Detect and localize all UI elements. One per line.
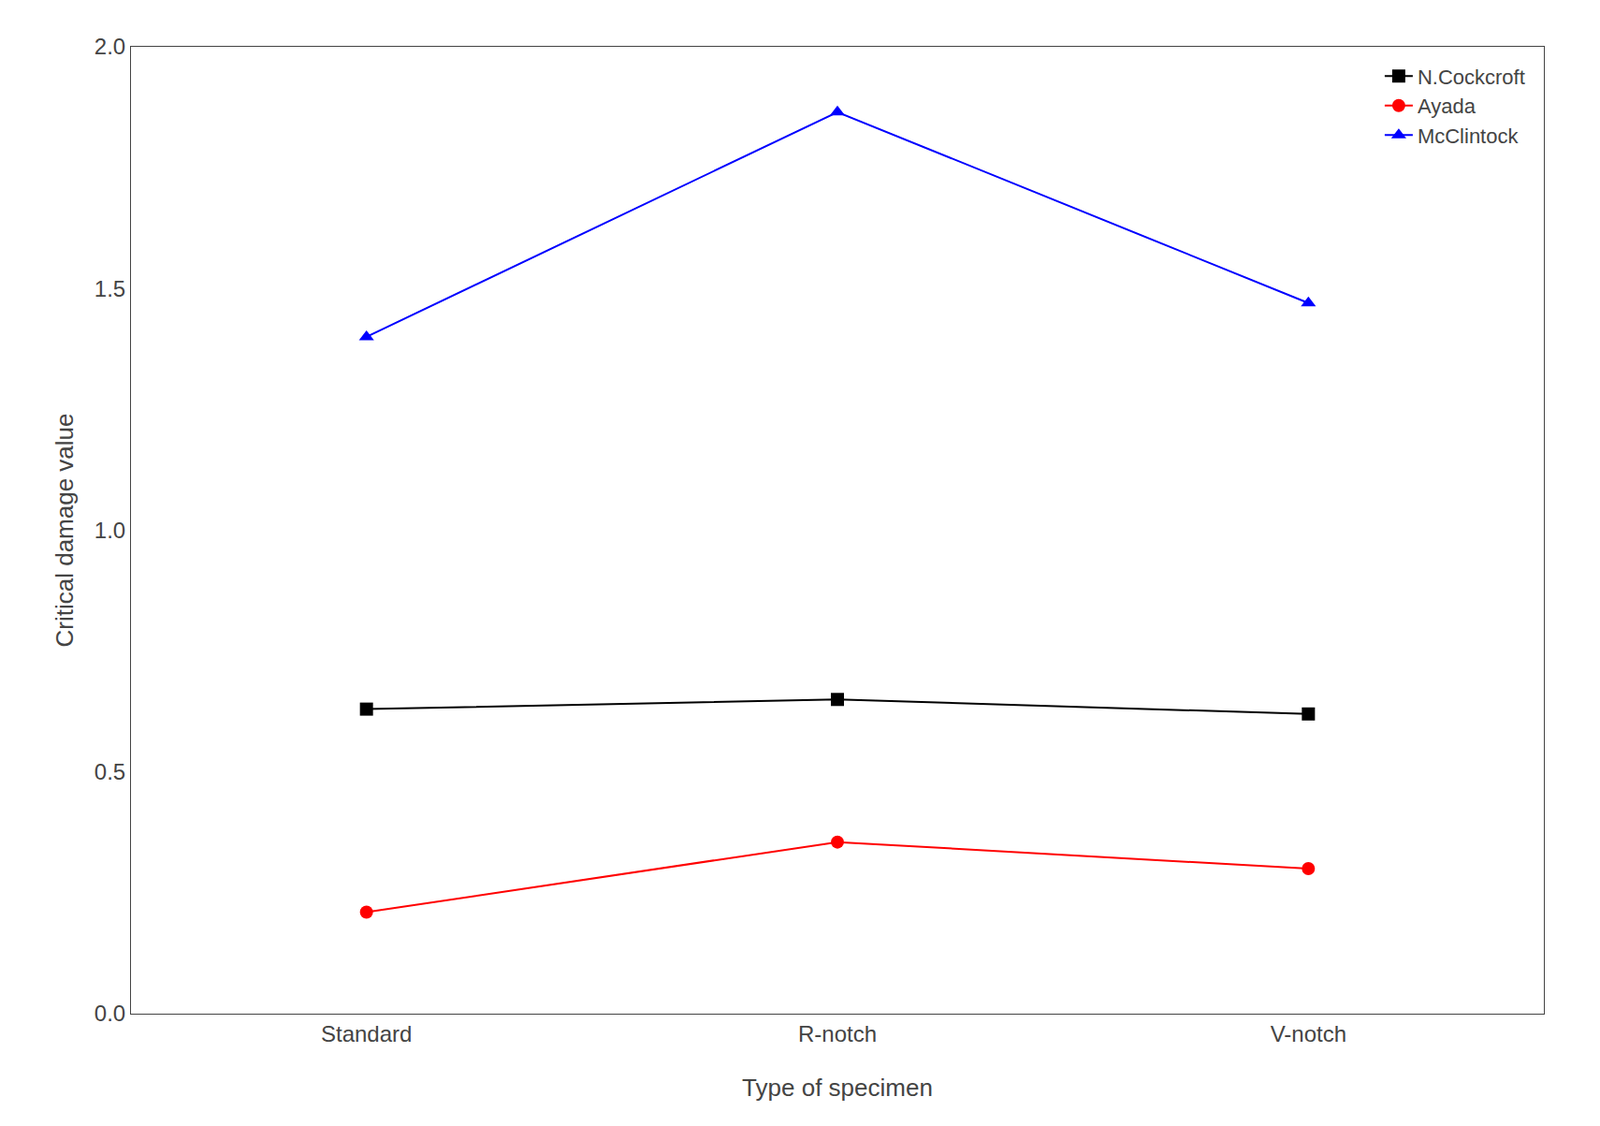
svg-text:Type of specimen: Type of specimen <box>741 1073 933 1102</box>
svg-text:Critical damage value: Critical damage value <box>50 412 79 647</box>
svg-text:R-notch: R-notch <box>798 1020 877 1047</box>
svg-text:1.5: 1.5 <box>94 276 126 302</box>
svg-text:Ayada: Ayada <box>1417 94 1477 118</box>
svg-text:2.0: 2.0 <box>94 33 126 59</box>
svg-text:1.0: 1.0 <box>94 517 126 543</box>
svg-text:McClintock: McClintock <box>1417 124 1520 148</box>
svg-text:Standard: Standard <box>320 1020 412 1047</box>
svg-text:N.Cockcroft: N.Cockcroft <box>1417 65 1526 89</box>
svg-text:0.0: 0.0 <box>94 1000 126 1026</box>
svg-text:V-notch: V-notch <box>1270 1020 1347 1047</box>
svg-text:0.5: 0.5 <box>94 758 126 785</box>
